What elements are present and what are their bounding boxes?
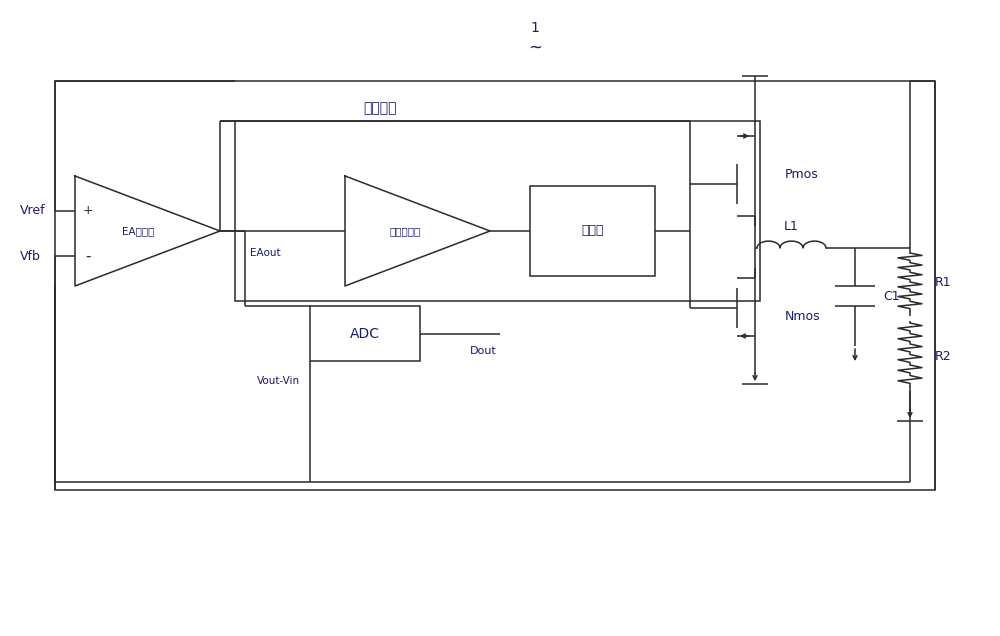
Bar bbox=[55, 81, 935, 490]
Text: +: + bbox=[83, 205, 93, 218]
Text: 采样电流: 采样电流 bbox=[363, 101, 397, 115]
Text: C1: C1 bbox=[883, 289, 900, 303]
Text: 电压比较器: 电压比较器 bbox=[389, 226, 421, 236]
Text: -: - bbox=[85, 249, 91, 263]
Text: Dout: Dout bbox=[470, 347, 497, 357]
Text: EA放大器: EA放大器 bbox=[122, 226, 154, 236]
Bar bbox=[530, 186, 655, 276]
Bar bbox=[235, 121, 760, 301]
Text: Vref: Vref bbox=[20, 205, 46, 218]
Text: ADC: ADC bbox=[350, 326, 380, 340]
Text: R1: R1 bbox=[935, 275, 952, 289]
Text: L1: L1 bbox=[784, 219, 799, 233]
Text: Pmos: Pmos bbox=[785, 167, 819, 181]
Text: 驱动器: 驱动器 bbox=[581, 225, 604, 237]
Text: Nmos: Nmos bbox=[785, 310, 821, 322]
Text: Vfb: Vfb bbox=[20, 249, 41, 263]
Text: Vout-Vin: Vout-Vin bbox=[257, 376, 300, 386]
Text: EAout: EAout bbox=[250, 248, 281, 258]
Text: ~: ~ bbox=[528, 39, 542, 57]
Text: R2: R2 bbox=[935, 350, 952, 363]
Bar bbox=[310, 306, 420, 361]
Text: 1: 1 bbox=[531, 21, 539, 35]
